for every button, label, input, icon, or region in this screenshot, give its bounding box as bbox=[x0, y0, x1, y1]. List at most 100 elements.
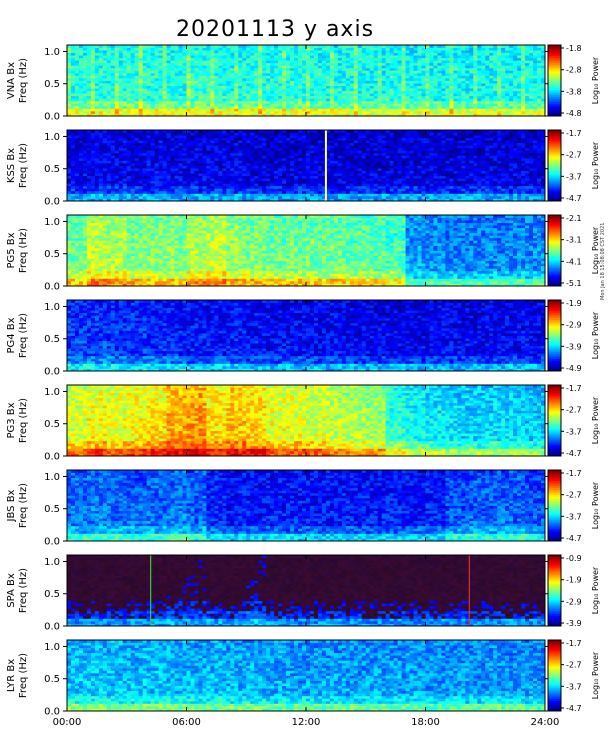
heatmap-cell bbox=[118, 188, 124, 192]
heatmap-cell bbox=[254, 62, 259, 66]
heatmap-cell bbox=[250, 173, 255, 177]
heatmap-cell bbox=[170, 77, 175, 81]
heatmap-cell bbox=[70, 77, 76, 81]
heatmap-cell bbox=[377, 55, 383, 59]
heatmap-cell bbox=[186, 160, 191, 164]
heatmap-cell bbox=[230, 83, 235, 86]
heatmap-cell bbox=[541, 88, 546, 92]
heatmap-cell bbox=[469, 103, 474, 107]
heatmap-cell bbox=[517, 62, 522, 66]
heatmap-cell bbox=[325, 67, 331, 71]
heatmap-cell bbox=[365, 60, 371, 64]
heatmap-cell bbox=[134, 165, 140, 169]
heatmap-cell bbox=[401, 85, 406, 89]
heatmap-cell bbox=[501, 62, 506, 66]
heatmap-cell bbox=[437, 93, 442, 97]
heatmap-cell bbox=[186, 108, 191, 112]
heatmap-cell bbox=[130, 142, 136, 146]
heatmap-cell bbox=[381, 83, 387, 86]
heatmap-cell bbox=[206, 108, 211, 112]
heatmap-cell bbox=[266, 98, 271, 102]
heatmap-cell bbox=[134, 135, 140, 139]
heatmap-cell bbox=[74, 190, 80, 194]
heatmap-cell bbox=[270, 100, 275, 104]
heatmap-cell bbox=[114, 183, 120, 187]
heatmap-cell bbox=[377, 98, 383, 102]
heatmap-cell bbox=[385, 67, 391, 71]
heatmap-cell bbox=[154, 145, 160, 149]
heatmap-cell bbox=[485, 62, 490, 66]
heatmap-cell bbox=[78, 70, 84, 74]
heatmap-cell bbox=[126, 93, 132, 97]
heatmap-cell bbox=[317, 95, 323, 99]
heatmap-cell bbox=[222, 98, 227, 102]
heatmap-cell bbox=[110, 178, 116, 182]
heatmap-cell bbox=[82, 173, 88, 177]
heatmap-cell bbox=[417, 113, 422, 117]
heatmap-cell bbox=[254, 108, 259, 112]
heatmap-cell bbox=[477, 110, 482, 114]
heatmap-cell bbox=[238, 77, 243, 81]
heatmap-cell bbox=[154, 137, 160, 141]
heatmap-cell bbox=[445, 50, 450, 54]
heatmap-cell bbox=[118, 50, 124, 54]
heatmap-cell bbox=[417, 95, 422, 99]
heatmap-cell bbox=[321, 75, 327, 79]
heatmap-cell bbox=[134, 67, 140, 71]
heatmap-cell bbox=[509, 110, 514, 114]
heatmap-cell bbox=[409, 93, 414, 97]
heatmap-cell bbox=[70, 140, 76, 144]
heatmap-cell bbox=[401, 113, 406, 117]
heatmap-cell bbox=[365, 113, 371, 117]
heatmap-cell bbox=[174, 198, 179, 202]
heatmap-cell bbox=[477, 98, 482, 102]
heatmap-cell bbox=[266, 183, 271, 187]
heatmap-cell bbox=[286, 108, 291, 112]
heatmap-cell bbox=[433, 70, 438, 74]
heatmap-cell bbox=[298, 67, 303, 71]
heatmap-cell bbox=[214, 147, 219, 151]
heatmap-cell bbox=[182, 195, 187, 199]
heatmap-cell bbox=[413, 72, 418, 76]
heatmap-cell bbox=[485, 88, 490, 92]
heatmap-cell bbox=[485, 98, 490, 102]
heatmap-cell bbox=[270, 173, 275, 177]
heatmap-cell bbox=[325, 93, 331, 97]
heatmap-cell bbox=[393, 47, 399, 51]
heatmap-cell bbox=[190, 155, 195, 159]
heatmap-cell bbox=[218, 103, 223, 107]
heatmap-cell bbox=[286, 67, 291, 71]
heatmap-cell bbox=[118, 183, 124, 187]
heatmap-cell bbox=[286, 93, 291, 97]
heatmap-cell bbox=[465, 95, 470, 99]
heatmap-cell bbox=[118, 52, 124, 56]
heatmap-cell bbox=[421, 110, 426, 114]
heatmap-cell bbox=[67, 140, 72, 144]
heatmap-cell bbox=[222, 67, 227, 71]
heatmap-cell bbox=[421, 75, 426, 79]
heatmap-cell bbox=[321, 65, 327, 69]
heatmap-cell bbox=[130, 130, 136, 133]
heatmap-cell bbox=[98, 83, 104, 86]
heatmap-cell bbox=[282, 173, 287, 177]
heatmap-cell bbox=[222, 132, 227, 136]
heatmap-cell bbox=[70, 188, 76, 192]
heatmap-cell bbox=[118, 168, 124, 171]
heatmap-cell bbox=[202, 178, 207, 182]
heatmap-cell bbox=[238, 183, 243, 187]
heatmap-cell bbox=[162, 183, 167, 187]
heatmap-cell bbox=[134, 180, 140, 184]
heatmap-cell bbox=[182, 162, 187, 166]
heatmap-cell bbox=[214, 50, 219, 54]
heatmap-cell bbox=[198, 62, 203, 66]
heatmap-cell bbox=[170, 180, 175, 184]
heatmap-cell bbox=[114, 52, 120, 56]
heatmap-cell bbox=[254, 150, 259, 154]
heatmap-cell bbox=[114, 45, 120, 48]
heatmap-cell bbox=[513, 100, 518, 104]
heatmap-cell bbox=[254, 142, 259, 146]
heatmap-cell bbox=[222, 198, 227, 202]
heatmap-cell bbox=[90, 50, 96, 54]
heatmap-cell bbox=[509, 75, 514, 79]
heatmap-cell bbox=[321, 67, 327, 71]
